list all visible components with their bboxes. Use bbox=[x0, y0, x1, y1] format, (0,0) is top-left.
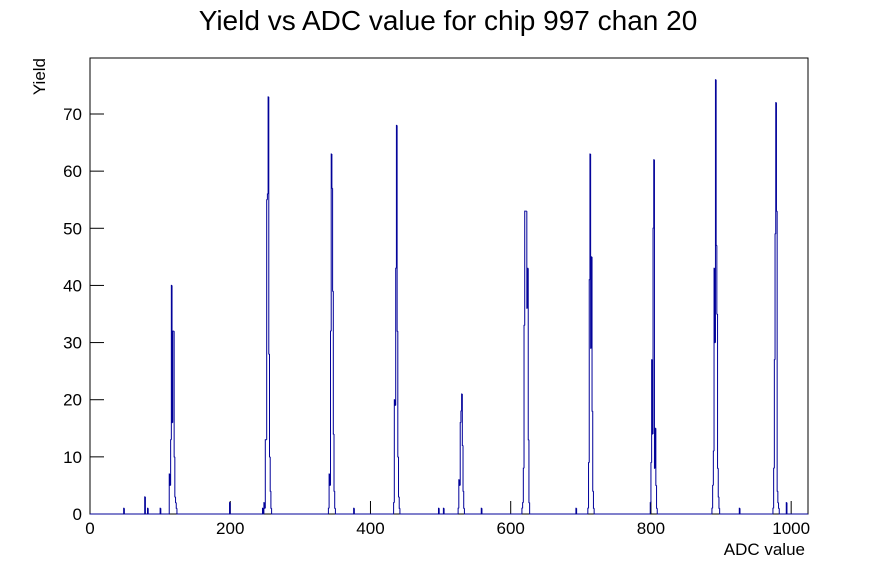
histogram-bin bbox=[443, 508, 459, 515]
histogram-bin bbox=[271, 508, 329, 515]
histogram-bin bbox=[717, 468, 719, 498]
y-tick-label: 70 bbox=[63, 105, 82, 124]
histogram-bin bbox=[651, 359, 653, 463]
y-tick-label: 20 bbox=[63, 391, 82, 410]
histogram-bin bbox=[739, 508, 773, 515]
histogram-bin bbox=[522, 467, 525, 503]
y-tick-label: 60 bbox=[63, 162, 82, 181]
histogram-bin bbox=[652, 227, 654, 434]
histogram-bin bbox=[523, 324, 525, 469]
histogram-bin bbox=[576, 508, 588, 515]
histogram-bin bbox=[144, 496, 148, 515]
histogram-bin bbox=[460, 410, 462, 423]
histogram-bin bbox=[353, 508, 394, 515]
histogram-bin bbox=[459, 479, 461, 486]
histogram-bin bbox=[173, 331, 175, 458]
histogram-bin bbox=[524, 210, 526, 326]
x-tick-label: 1000 bbox=[772, 519, 810, 538]
histogram-bin bbox=[398, 456, 400, 498]
histogram-bin bbox=[229, 502, 231, 514]
histogram-bin bbox=[719, 508, 740, 515]
histogram-bin bbox=[394, 399, 396, 406]
histogram-bin bbox=[172, 330, 174, 423]
histogram-bin bbox=[521, 507, 523, 514]
histogram-bin bbox=[653, 159, 656, 469]
histogram-bin bbox=[656, 508, 712, 515]
histogram-bin bbox=[777, 491, 779, 504]
histogram-bin bbox=[773, 467, 775, 509]
histogram-bin bbox=[329, 474, 331, 486]
histogram-bin bbox=[330, 330, 332, 486]
x-axis-label: ADC value bbox=[724, 540, 805, 559]
histogram-bin bbox=[587, 507, 589, 514]
y-tick-label: 10 bbox=[63, 448, 82, 467]
y-tick-label: 50 bbox=[63, 219, 82, 238]
histogram-bin bbox=[712, 450, 715, 486]
y-tick-label: 0 bbox=[73, 505, 82, 524]
y-tick-label: 30 bbox=[63, 334, 82, 353]
histogram-bin bbox=[463, 508, 482, 515]
histogram-bin bbox=[397, 331, 399, 458]
histogram-bin bbox=[123, 508, 145, 515]
y-tick-label: 40 bbox=[63, 276, 82, 295]
histogram-bin bbox=[529, 502, 576, 515]
histogram-bin bbox=[263, 502, 265, 514]
histogram-bin bbox=[590, 154, 592, 349]
x-tick-label: 600 bbox=[497, 519, 525, 538]
histogram-bin bbox=[264, 502, 266, 509]
histogram-bin bbox=[526, 211, 528, 309]
histogram-bin bbox=[775, 102, 777, 234]
histogram-bin bbox=[528, 439, 530, 504]
histogram-bin bbox=[712, 484, 714, 509]
x-tick-label: 0 bbox=[85, 519, 94, 538]
histogram-bin bbox=[527, 268, 529, 441]
histogram-bin bbox=[590, 256, 593, 349]
y-axis-label: Yield bbox=[30, 58, 49, 95]
histogram-bin bbox=[395, 267, 397, 406]
histogram-bin bbox=[458, 479, 460, 509]
histogram-bin bbox=[711, 507, 713, 514]
histogram-bin bbox=[785, 502, 787, 514]
histogram-bin bbox=[147, 508, 161, 515]
histogram-bin bbox=[438, 508, 444, 515]
histogram-bin bbox=[264, 439, 266, 509]
x-tick-label: 800 bbox=[637, 519, 665, 538]
histogram-bin bbox=[175, 496, 177, 504]
histogram-bin bbox=[269, 354, 271, 458]
histogram-bin bbox=[174, 456, 176, 498]
x-tick-label: 200 bbox=[216, 519, 244, 538]
histogram-bin bbox=[653, 159, 655, 229]
histogram-bin bbox=[327, 507, 330, 514]
histogram-bin bbox=[481, 508, 522, 515]
histogram-bin bbox=[169, 474, 171, 486]
histogram-bin bbox=[144, 496, 146, 514]
histogram-bin bbox=[772, 507, 774, 514]
histogram-bin bbox=[176, 508, 230, 515]
histogram-bin bbox=[399, 508, 439, 515]
x-tick-label: 400 bbox=[356, 519, 384, 538]
histogram-bin bbox=[229, 502, 263, 515]
histogram-bin bbox=[160, 508, 170, 515]
histogram-bin bbox=[593, 508, 651, 515]
chart-title: Yield vs ADC value for chip 997 chan 20 bbox=[199, 5, 698, 36]
histogram-bin bbox=[457, 507, 459, 514]
histogram-bin bbox=[778, 508, 787, 515]
histogram-bin bbox=[267, 96, 269, 194]
histogram-bin bbox=[393, 399, 396, 503]
histogram-bin bbox=[786, 502, 808, 515]
histogram-bin bbox=[334, 508, 354, 515]
